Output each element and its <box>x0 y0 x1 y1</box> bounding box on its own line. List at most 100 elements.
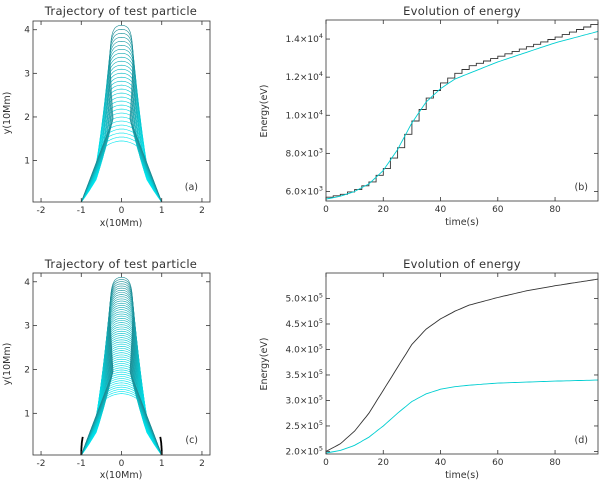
x-tick-label: 0 <box>323 205 329 215</box>
panel-d-label: (d) <box>575 435 588 446</box>
trajectory-loop <box>81 100 162 202</box>
trajectory-loop <box>81 315 162 455</box>
trajectory-loop <box>81 360 162 455</box>
trajectory-loop <box>81 25 162 202</box>
trajectory-loop <box>81 124 162 202</box>
panel-a-label: (a) <box>185 182 198 193</box>
trajectory-loop <box>81 84 162 202</box>
trajectory-loop <box>81 64 162 202</box>
trajectory-loop <box>81 376 162 455</box>
panel-c-trajectories <box>80 277 163 455</box>
trajectory-loop <box>81 285 162 455</box>
panel-b-x-ticks: 0 20 40 60 80 <box>323 20 561 215</box>
trajectory-loop <box>81 330 162 455</box>
trajectory-loop <box>81 305 162 455</box>
trajectory-loop <box>81 36 162 202</box>
panel-b-label: (b) <box>575 182 588 193</box>
trajectory-loop <box>81 332 162 455</box>
trajectory-loop <box>81 128 162 202</box>
x-tick-label: 60 <box>492 205 504 215</box>
trajectory-loop <box>81 72 162 202</box>
trajectory-loop <box>81 343 162 455</box>
x-tick-label: -2 <box>37 459 46 469</box>
trajectory-loop <box>81 289 162 455</box>
trajectory-loop <box>81 309 162 455</box>
trajectory-loop <box>81 283 162 455</box>
y-tick-label: 1.0×104 <box>286 108 323 121</box>
trajectory-loop <box>81 277 162 455</box>
y-tick-label: 1 <box>24 157 30 167</box>
trajectory-loop <box>81 317 162 455</box>
y-tick-label: 4.0×105 <box>286 342 323 355</box>
trajectory-loop <box>81 348 162 455</box>
trajectory-loop <box>81 56 162 202</box>
panel-a-title: Trajectory of test particle <box>44 4 197 18</box>
trajectory-loop <box>81 116 162 202</box>
panel-d-energy: Evolution of energy 0 20 40 60 80 2.0×105 2.5… <box>259 257 599 481</box>
panel-c-y-ticks: 1 2 3 4 <box>24 278 210 419</box>
trajectory-loop <box>81 44 162 202</box>
panel-b-y-label: Energy(eV) <box>259 84 270 137</box>
trajectory-loop <box>81 371 162 455</box>
trajectory-loop <box>81 88 162 202</box>
energy-series-line-1 <box>325 379 598 454</box>
trajectory-loop <box>81 322 162 455</box>
x-tick-label: -1 <box>77 459 86 469</box>
y-tick-label: 3 <box>24 322 30 332</box>
y-tick-label: 3.5×105 <box>286 368 323 381</box>
panel-b-curves <box>325 21 599 200</box>
trajectory-loop <box>81 112 162 202</box>
panel-c-label: (c) <box>185 435 198 446</box>
trajectory-loop <box>81 373 162 455</box>
trajectory-loop <box>81 365 162 455</box>
panel-c-trajectory: Trajectory of test particle -2 -1 0 1 2 1 2 3 4… <box>2 257 211 481</box>
trajectory-loop <box>81 300 162 455</box>
panel-c-title: Trajectory of test particle <box>44 257 197 271</box>
panel-d-title: Evolution of energy <box>403 257 521 271</box>
x-tick-label: -1 <box>77 206 86 216</box>
trajectory-loop <box>81 320 162 455</box>
x-tick-label: -2 <box>37 206 46 216</box>
y-tick-label: 2.0×105 <box>286 444 323 457</box>
x-tick-label: 2 <box>199 206 205 216</box>
y-tick-label: 4.5×105 <box>286 317 323 330</box>
trajectory-loop <box>81 296 162 455</box>
y-tick-label: 1.4×104 <box>286 32 323 45</box>
panel-c-x-label: x(10Mm) <box>100 470 143 481</box>
trajectory-loop <box>81 356 162 455</box>
trajectory-loop <box>81 60 162 202</box>
panel-a-trajectory: Trajectory of test particle -2 -1 0 1 2 1 2 3 4… <box>2 4 211 229</box>
panel-a-trajectories <box>81 25 162 202</box>
panel-d-x-label: time(s) <box>445 470 479 481</box>
trajectory-loop <box>81 76 162 202</box>
y-tick-label: 8.0×103 <box>286 146 323 159</box>
trajectory-loop <box>81 384 162 455</box>
energy-series-line-1 <box>325 30 599 200</box>
trajectory-loop <box>81 307 162 455</box>
panel-a-x-label: x(10Mm) <box>100 218 143 229</box>
trajectory-loop <box>81 53 162 202</box>
trajectory-loop <box>81 287 162 455</box>
trajectory-loop <box>81 104 162 202</box>
trajectory-loop <box>81 345 162 455</box>
x-tick-label: 40 <box>435 458 447 468</box>
trajectory-loop <box>81 358 162 455</box>
panel-b-title: Evolution of energy <box>403 4 521 18</box>
panel-c-x-ticks: -2 -1 0 1 2 <box>37 273 205 469</box>
x-tick-label: 80 <box>549 205 561 215</box>
y-tick-label: 2.5×105 <box>286 419 323 432</box>
trajectory-loop <box>81 324 162 455</box>
x-tick-label: 1 <box>159 459 165 469</box>
trajectory-loop <box>81 326 162 455</box>
y-tick-label: 5.0×105 <box>286 291 323 304</box>
trajectory-loop <box>81 279 162 455</box>
trajectory-loop <box>81 386 162 455</box>
trajectory-loop <box>81 68 162 202</box>
trajectory-loop <box>81 328 162 455</box>
trajectory-loop <box>81 339 162 455</box>
trajectory-loop <box>81 32 162 202</box>
panel-a-x-ticks: -2 -1 0 1 2 <box>37 21 205 216</box>
y-tick-label: 3 <box>24 69 30 79</box>
trajectory-loop <box>81 350 162 455</box>
